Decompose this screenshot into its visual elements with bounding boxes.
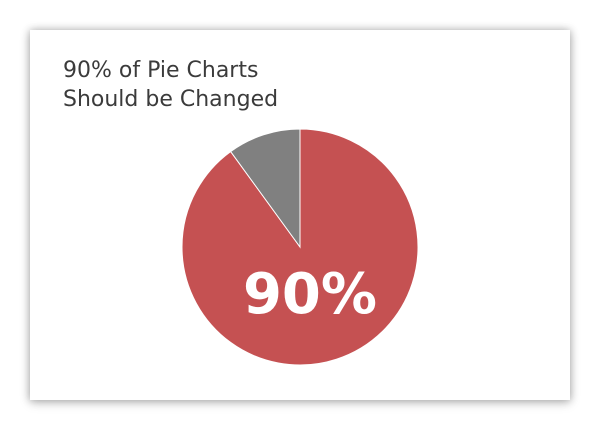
- pie-chart: 90%: [181, 128, 419, 366]
- slice-label-primary: 90%: [243, 262, 377, 327]
- pie-slices: [181, 128, 419, 366]
- chart-title-line-1: 90% of Pie Charts: [63, 58, 259, 83]
- chart-title: 90% of Pie Charts Should be Changed: [63, 56, 278, 114]
- pie-slice-2: [229, 128, 301, 249]
- chart-title-line-2: Should be Changed: [63, 87, 279, 112]
- chart-card: 90% of Pie Charts Should be Changed 90%: [30, 30, 570, 400]
